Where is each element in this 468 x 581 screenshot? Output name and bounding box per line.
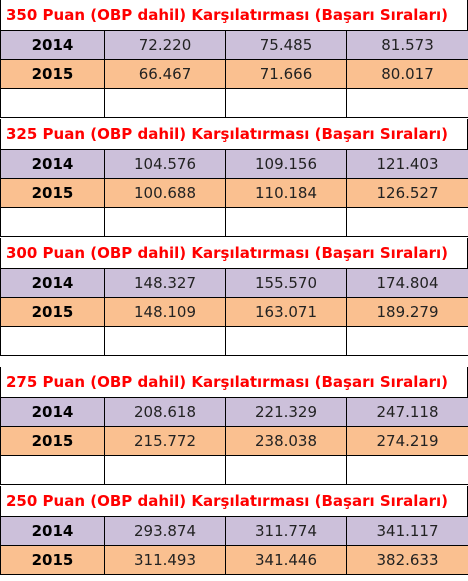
section-title: 325 Puan (OBP dahil) Karşılatırması (Baş… xyxy=(0,119,468,149)
value-cell: 71.666 xyxy=(225,59,347,89)
value-cell: 174.804 xyxy=(346,268,468,298)
value-cell: 80.017 xyxy=(346,59,468,89)
year-cell: 2015 xyxy=(0,59,105,89)
value-cell: 66.467 xyxy=(104,59,226,89)
value-cell: 341.117 xyxy=(346,516,468,546)
value-cell: 189.279 xyxy=(346,297,468,327)
empty-cell xyxy=(346,455,468,485)
empty-cell xyxy=(104,455,226,485)
value-cell: 126.527 xyxy=(346,178,468,208)
value-cell: 311.493 xyxy=(104,545,226,575)
value-cell: 148.327 xyxy=(104,268,226,298)
value-cell: 382.633 xyxy=(346,545,468,575)
comparison-block-275: 275 Puan (OBP dahil) Karşılatırması (Baş… xyxy=(0,367,468,485)
empty-cell xyxy=(104,88,226,118)
value-cell: 155.570 xyxy=(225,268,347,298)
comparison-table: 2014 104.576 109.156 121.403 2015 100.68… xyxy=(0,149,468,237)
empty-cell xyxy=(225,455,347,485)
empty-cell xyxy=(346,88,468,118)
year-cell: 2014 xyxy=(0,397,105,427)
empty-cell xyxy=(0,88,105,118)
empty-row xyxy=(0,88,468,118)
comparison-block-250: 250 Puan (OBP dahil) Karşılatırması (Baş… xyxy=(0,486,468,575)
empty-cell xyxy=(0,207,105,237)
year-cell: 2014 xyxy=(0,516,105,546)
value-cell: 341.446 xyxy=(225,545,347,575)
empty-cell xyxy=(346,207,468,237)
value-cell: 148.109 xyxy=(104,297,226,327)
value-cell: 75.485 xyxy=(225,30,347,60)
table-row-2014: 2014 104.576 109.156 121.403 xyxy=(0,149,468,179)
value-cell: 163.071 xyxy=(225,297,347,327)
comparison-table: 2014 293.874 311.774 341.117 2015 311.49… xyxy=(0,516,468,575)
value-cell: 215.772 xyxy=(104,426,226,456)
table-row-2015: 2015 148.109 163.071 189.279 xyxy=(0,297,468,327)
value-cell: 274.219 xyxy=(346,426,468,456)
comparison-table: 2014 208.618 221.329 247.118 2015 215.77… xyxy=(0,397,468,485)
value-cell: 247.118 xyxy=(346,397,468,427)
empty-cell xyxy=(225,326,347,356)
comparison-block-350: 350 Puan (OBP dahil) Karşılatırması (Baş… xyxy=(0,0,468,118)
empty-cell xyxy=(104,326,226,356)
table-row-2015: 2015 215.772 238.038 274.219 xyxy=(0,426,468,456)
value-cell: 293.874 xyxy=(104,516,226,546)
empty-row xyxy=(0,326,468,356)
section-title: 350 Puan (OBP dahil) Karşılatırması (Baş… xyxy=(0,0,468,30)
value-cell: 208.618 xyxy=(104,397,226,427)
section-title: 300 Puan (OBP dahil) Karşılatırması (Baş… xyxy=(0,238,468,268)
empty-cell xyxy=(225,88,347,118)
table-row-2015: 2015 66.467 71.666 80.017 xyxy=(0,59,468,89)
value-cell: 238.038 xyxy=(225,426,347,456)
year-cell: 2014 xyxy=(0,268,105,298)
value-cell: 72.220 xyxy=(104,30,226,60)
section-title: 250 Puan (OBP dahil) Karşılatırması (Baş… xyxy=(0,486,468,516)
value-cell: 221.329 xyxy=(225,397,347,427)
year-cell: 2014 xyxy=(0,149,105,179)
comparison-block-300: 300 Puan (OBP dahil) Karşılatırması (Baş… xyxy=(0,238,468,356)
year-cell: 2014 xyxy=(0,30,105,60)
value-cell: 109.156 xyxy=(225,149,347,179)
table-row-2015: 2015 100.688 110.184 126.527 xyxy=(0,178,468,208)
year-cell: 2015 xyxy=(0,545,105,575)
comparison-table: 2014 148.327 155.570 174.804 2015 148.10… xyxy=(0,268,468,356)
value-cell: 104.576 xyxy=(104,149,226,179)
value-cell: 110.184 xyxy=(225,178,347,208)
comparison-table: 2014 72.220 75.485 81.573 2015 66.467 71… xyxy=(0,30,468,118)
empty-cell xyxy=(346,326,468,356)
value-cell: 121.403 xyxy=(346,149,468,179)
empty-cell xyxy=(0,326,105,356)
value-cell: 81.573 xyxy=(346,30,468,60)
section-title: 275 Puan (OBP dahil) Karşılatırması (Baş… xyxy=(0,367,468,397)
value-cell: 311.774 xyxy=(225,516,347,546)
empty-cell xyxy=(225,207,347,237)
table-row-2015: 2015 311.493 341.446 382.633 xyxy=(0,545,468,575)
comparison-block-325: 325 Puan (OBP dahil) Karşılatırması (Baş… xyxy=(0,119,468,237)
table-row-2014: 2014 293.874 311.774 341.117 xyxy=(0,516,468,546)
value-cell: 100.688 xyxy=(104,178,226,208)
empty-cell xyxy=(104,207,226,237)
empty-row xyxy=(0,207,468,237)
table-row-2014: 2014 208.618 221.329 247.118 xyxy=(0,397,468,427)
table-row-2014: 2014 72.220 75.485 81.573 xyxy=(0,30,468,60)
table-row-2014: 2014 148.327 155.570 174.804 xyxy=(0,268,468,298)
empty-cell xyxy=(0,455,105,485)
empty-row xyxy=(0,455,468,485)
year-cell: 2015 xyxy=(0,426,105,456)
year-cell: 2015 xyxy=(0,178,105,208)
year-cell: 2015 xyxy=(0,297,105,327)
